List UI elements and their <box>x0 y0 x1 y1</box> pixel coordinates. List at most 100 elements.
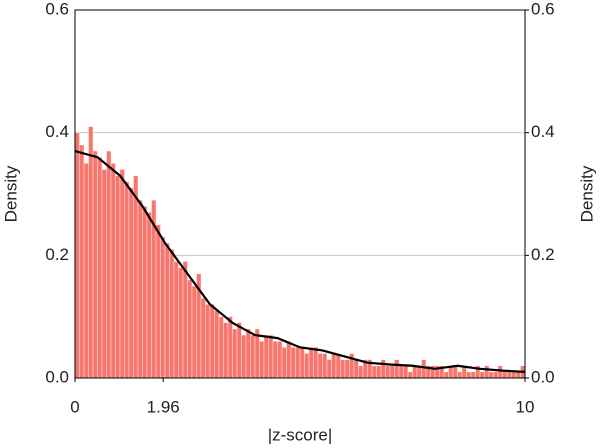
bar <box>110 163 116 379</box>
y2-axis-label: Density <box>577 165 596 222</box>
bar <box>83 163 89 379</box>
bar <box>97 156 103 379</box>
bar <box>227 316 233 379</box>
bar <box>124 181 130 379</box>
bar <box>470 371 476 379</box>
bar <box>317 353 323 379</box>
y-axis-label: Density <box>1 165 20 222</box>
bar <box>241 334 247 379</box>
bar <box>344 359 350 379</box>
bar <box>493 371 499 379</box>
bar <box>394 359 400 379</box>
bar <box>403 365 409 379</box>
bar <box>74 132 80 379</box>
bar <box>380 359 386 379</box>
bar <box>128 187 134 379</box>
bar <box>506 371 512 379</box>
bar <box>137 199 143 379</box>
density-line <box>74 150 526 373</box>
bar <box>299 347 305 379</box>
bar <box>304 353 310 379</box>
bar <box>245 328 251 379</box>
bar <box>335 353 341 379</box>
bar <box>385 365 391 379</box>
bar <box>160 236 166 379</box>
bar <box>479 371 485 379</box>
bar <box>358 365 364 379</box>
bar <box>452 365 458 379</box>
bar <box>178 267 184 379</box>
bar <box>187 279 193 379</box>
bar <box>398 365 404 379</box>
y-tick-label: 0.0 <box>45 367 69 386</box>
y2-tick-label: 0.2 <box>531 245 555 264</box>
bar <box>484 365 490 379</box>
bar <box>79 144 85 379</box>
bar <box>407 371 413 379</box>
bar <box>286 341 292 379</box>
bar <box>191 285 197 379</box>
y-tick-label: 0.4 <box>45 122 69 141</box>
bar <box>371 365 377 379</box>
x-tick-label: 10 <box>516 397 535 416</box>
x-tick-label: 1.96 <box>147 397 180 416</box>
bar <box>250 334 256 379</box>
bar <box>146 212 152 379</box>
bar <box>155 224 161 379</box>
bar <box>497 365 503 379</box>
bar <box>119 169 125 379</box>
bar <box>169 248 175 379</box>
bar <box>115 175 121 379</box>
bar <box>313 347 319 379</box>
x-tick-label: 0 <box>70 397 79 416</box>
bar <box>223 322 229 379</box>
bar <box>340 359 346 379</box>
bar <box>173 261 179 379</box>
bar <box>502 371 508 379</box>
bar <box>308 347 314 379</box>
y-tick-label: 0.2 <box>45 245 69 264</box>
bar <box>466 371 472 379</box>
bar <box>457 371 463 379</box>
bar <box>232 328 238 379</box>
bar <box>488 371 494 379</box>
bar <box>259 341 265 379</box>
y2-tick-label: 0.4 <box>531 122 555 141</box>
y-tick-label: 0.6 <box>45 0 69 18</box>
bar <box>376 365 382 379</box>
bar <box>272 341 278 379</box>
bar <box>133 175 139 379</box>
bar <box>412 365 418 379</box>
bar <box>443 371 449 379</box>
bar <box>290 347 296 379</box>
bar <box>326 359 332 379</box>
bar <box>142 206 148 379</box>
bar <box>281 347 287 379</box>
bar <box>353 359 359 379</box>
bar <box>218 316 224 379</box>
bar <box>331 353 337 379</box>
y2-tick-label: 0.6 <box>531 0 555 18</box>
bar <box>322 353 328 379</box>
bar <box>263 334 269 379</box>
bar <box>236 322 242 379</box>
bar <box>389 365 395 379</box>
bar <box>268 334 274 379</box>
bar <box>295 347 301 379</box>
y2-tick-label: 0.0 <box>531 367 555 386</box>
x-axis-label: |z-score| <box>268 425 333 444</box>
bar <box>182 261 188 379</box>
bar <box>277 341 283 379</box>
bar <box>164 242 170 379</box>
bar <box>92 150 98 379</box>
plot-frame <box>74 9 526 379</box>
bar <box>209 304 215 379</box>
bar <box>88 126 94 379</box>
bar <box>200 298 206 379</box>
bar <box>214 310 220 379</box>
bar <box>421 359 427 379</box>
bar <box>205 304 211 379</box>
bar <box>106 150 112 379</box>
